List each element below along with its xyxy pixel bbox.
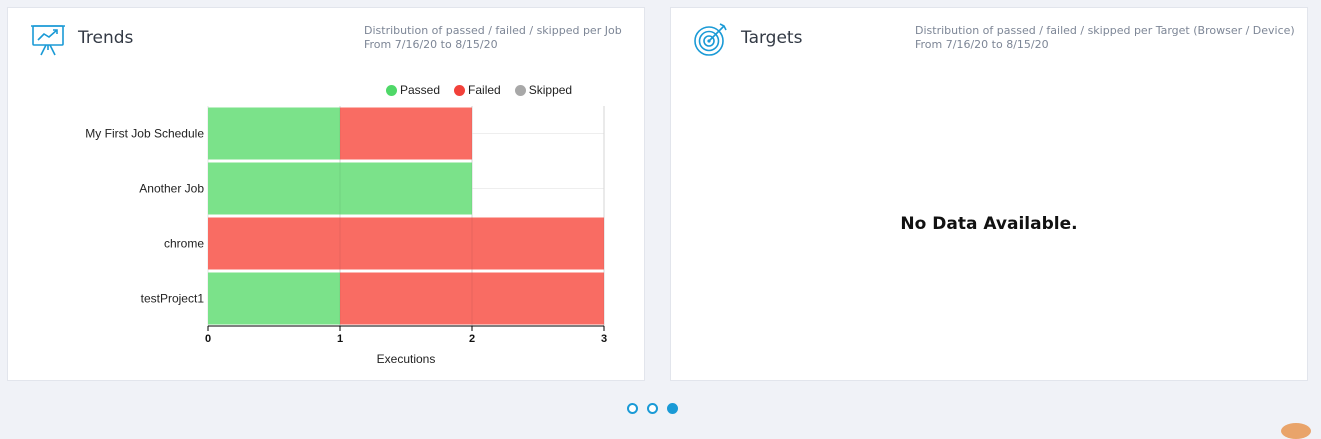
category-label: My First Job Schedule	[85, 127, 204, 141]
legend-failed[interactable]: Failed	[454, 83, 501, 97]
carousel-pagination	[627, 403, 678, 414]
bar-passed-3	[208, 272, 340, 325]
carousel-dot-3[interactable]	[667, 403, 678, 414]
carousel-dot-1[interactable]	[627, 403, 638, 414]
trends-desc-line1: Distribution of passed / failed / skippe…	[364, 24, 622, 37]
category-label: testProject1	[141, 292, 205, 306]
legend-failed-label: Failed	[468, 83, 501, 97]
x-axis-title: Executions	[377, 352, 436, 366]
chat-widget-button[interactable]	[1281, 423, 1311, 439]
trends-description: Distribution of passed / failed / skippe…	[364, 24, 622, 52]
bar-failed-3	[340, 272, 604, 325]
x-tick-label: 2	[469, 333, 475, 345]
legend-skipped-swatch	[514, 84, 526, 96]
legend-passed-label: Passed	[400, 83, 441, 97]
bar-passed-1	[208, 162, 472, 215]
bar-failed-0	[340, 107, 472, 160]
legend-skipped-label: Skipped	[528, 83, 573, 97]
targets-title: Targets	[741, 28, 803, 48]
targets-card: Targets Distribution of passed / failed …	[670, 7, 1308, 381]
legend-failed-swatch	[454, 84, 466, 96]
targets-desc-line1: Distribution of passed / failed / skippe…	[915, 24, 1295, 37]
no-data-message: No Data Available.	[900, 214, 1078, 234]
bar-passed-0	[208, 107, 340, 160]
carousel-dot-2[interactable]	[647, 403, 658, 414]
targets-description: Distribution of passed / failed / skippe…	[915, 24, 1295, 52]
category-label: Another Job	[139, 182, 204, 196]
trends-card: Trends Distribution of passed / failed /…	[7, 7, 645, 381]
presentation-chart-icon	[30, 21, 66, 57]
x-tick-label: 3	[601, 333, 607, 345]
target-dart-icon	[693, 21, 729, 57]
chart-legend: Passed Failed Skipped	[386, 83, 572, 97]
trends-bar-chart: My First Job Schedule Another Job chrome te…	[85, 106, 607, 366]
targets-date-range: From 7/16/20 to 8/15/20	[915, 38, 1049, 51]
legend-skipped[interactable]: Skipped	[514, 83, 573, 97]
category-label: chrome	[164, 237, 204, 251]
x-tick-label: 1	[337, 333, 343, 345]
trends-title: Trends	[78, 28, 134, 48]
legend-passed-swatch	[386, 84, 397, 96]
trends-date-range: From 7/16/20 to 8/15/20	[364, 38, 498, 51]
bar-failed-2	[208, 217, 604, 270]
x-tick-label: 0	[205, 333, 211, 345]
legend-passed[interactable]: Passed	[386, 83, 440, 97]
